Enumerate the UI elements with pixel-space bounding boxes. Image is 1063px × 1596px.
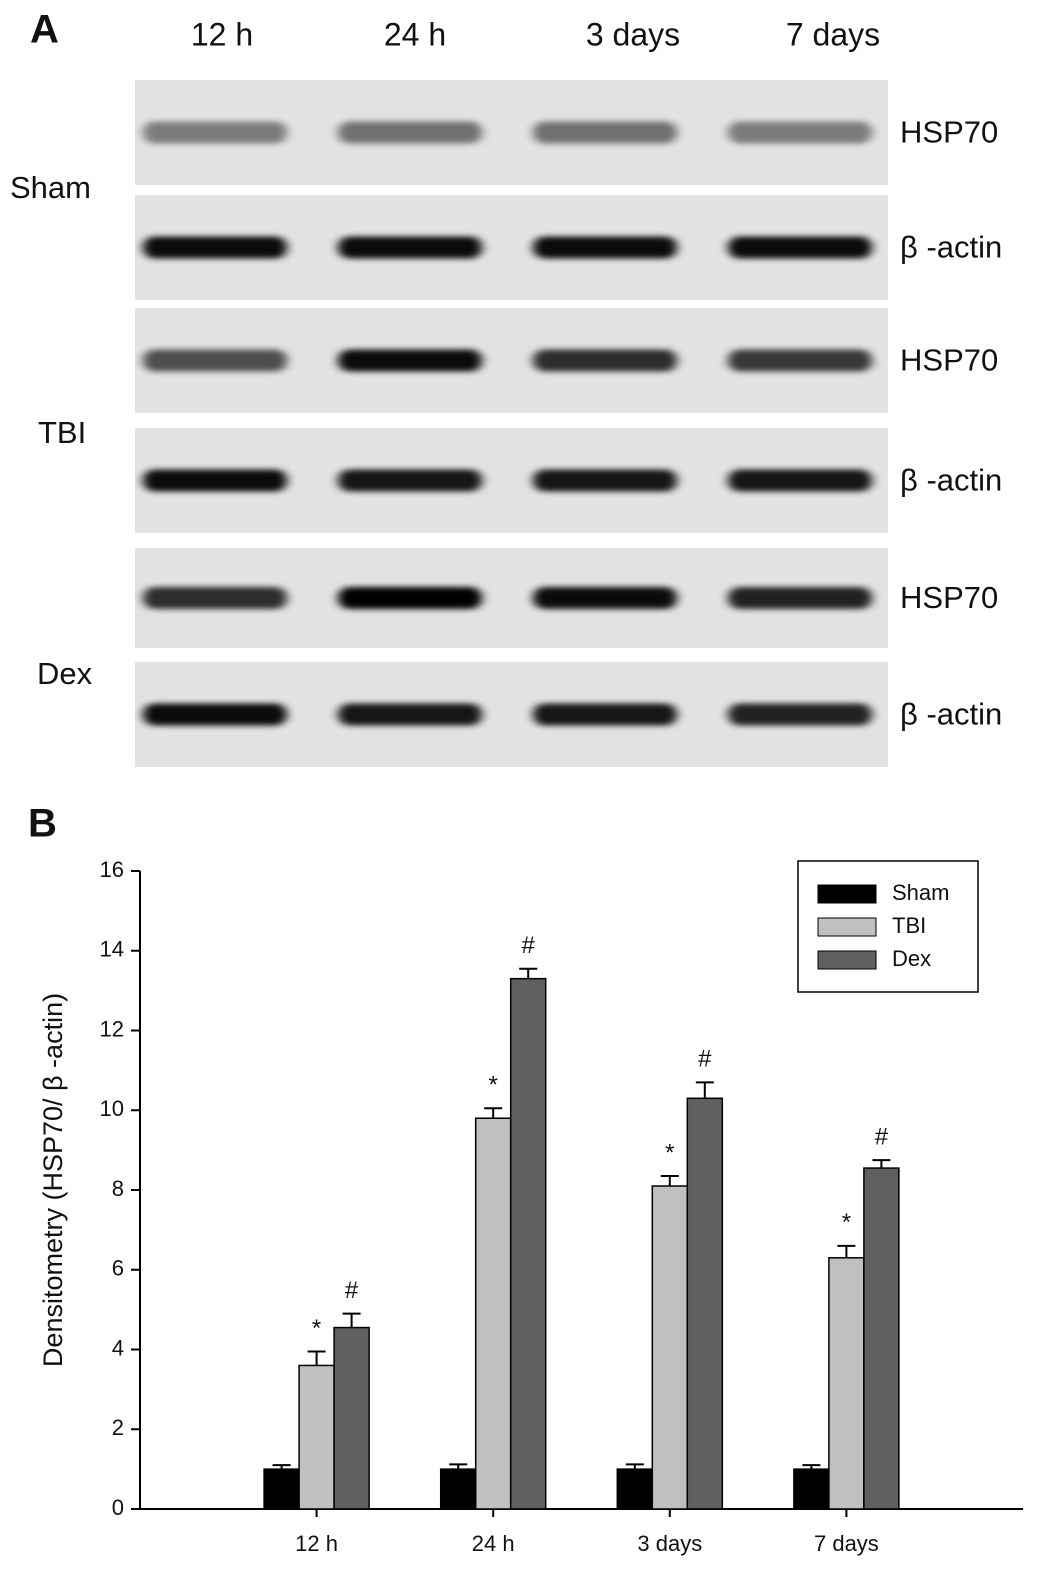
y-tick-label: 10 <box>100 1096 124 1121</box>
band <box>338 703 482 726</box>
bar <box>298 1364 335 1510</box>
band <box>338 469 482 492</box>
band <box>143 349 287 372</box>
significance-marker: * <box>665 1139 674 1166</box>
significance-marker: # <box>698 1046 712 1073</box>
column-label: 3 days <box>586 16 680 52</box>
bar <box>828 1257 865 1510</box>
panel-label: B <box>28 802 57 846</box>
band <box>143 121 287 144</box>
bar <box>686 1097 724 1510</box>
y-axis-label: Densitometry (HSP70/ β -actin) <box>38 993 68 1367</box>
band <box>143 703 287 726</box>
group-label: Dex <box>37 656 93 691</box>
band <box>533 349 677 372</box>
group-label: TBI <box>38 415 86 450</box>
band <box>338 349 482 372</box>
significance-marker: # <box>875 1123 889 1150</box>
row-label: HSP70 <box>900 115 998 150</box>
band <box>338 121 482 144</box>
row-label: β -actin <box>900 463 1002 498</box>
y-tick-label: 6 <box>112 1256 124 1281</box>
y-tick-label: 16 <box>100 857 124 882</box>
y-tick-label: 14 <box>100 937 124 962</box>
band <box>143 469 287 492</box>
legend-swatch <box>817 950 877 970</box>
y-tick-label: 12 <box>100 1016 124 1041</box>
bar <box>793 1468 830 1510</box>
panel-label: A <box>30 8 59 52</box>
bar <box>263 1468 300 1510</box>
band <box>533 469 677 492</box>
bar <box>474 1117 512 1510</box>
band <box>533 587 677 609</box>
band <box>728 236 872 259</box>
x-tick-label: 24 h <box>472 1531 515 1556</box>
column-label: 24 h <box>384 16 446 52</box>
x-tick-label: 3 days <box>637 1531 702 1556</box>
row-label: HSP70 <box>900 343 998 378</box>
row-label: β -actin <box>900 697 1002 732</box>
y-tick-label: 2 <box>112 1415 124 1440</box>
legend-label: Sham <box>892 880 949 905</box>
band <box>533 236 677 259</box>
bar <box>651 1185 689 1510</box>
band <box>728 349 872 372</box>
band <box>728 469 872 492</box>
legend-swatch <box>817 884 877 904</box>
band <box>338 587 482 609</box>
legend-swatch <box>817 917 877 937</box>
legend-label: TBI <box>892 913 926 938</box>
column-label: 12 h <box>191 16 253 52</box>
y-tick-label: 0 <box>112 1495 124 1520</box>
bar <box>616 1468 654 1510</box>
group-label: Sham <box>10 170 91 205</box>
row-label: HSP70 <box>900 580 998 615</box>
bar <box>333 1326 370 1510</box>
bar <box>863 1167 900 1510</box>
bar <box>439 1468 477 1510</box>
x-tick-label: 7 days <box>814 1531 879 1556</box>
band <box>338 236 482 259</box>
legend-label: Dex <box>892 946 931 971</box>
y-tick-label: 4 <box>112 1335 124 1360</box>
column-label: 7 days <box>786 16 880 52</box>
x-tick-label: 12 h <box>295 1531 338 1556</box>
bar <box>509 977 547 1510</box>
band <box>728 587 872 609</box>
row-label: β -actin <box>900 230 1002 265</box>
band <box>728 703 872 726</box>
band <box>533 121 677 144</box>
band <box>533 703 677 726</box>
significance-marker: * <box>489 1072 498 1099</box>
band <box>728 121 872 144</box>
band <box>143 587 287 609</box>
y-tick-label: 8 <box>112 1176 124 1201</box>
significance-marker: # <box>522 932 536 959</box>
significance-marker: * <box>842 1209 851 1236</box>
significance-marker: # <box>345 1277 359 1304</box>
band <box>143 236 287 259</box>
significance-marker: * <box>312 1315 321 1342</box>
